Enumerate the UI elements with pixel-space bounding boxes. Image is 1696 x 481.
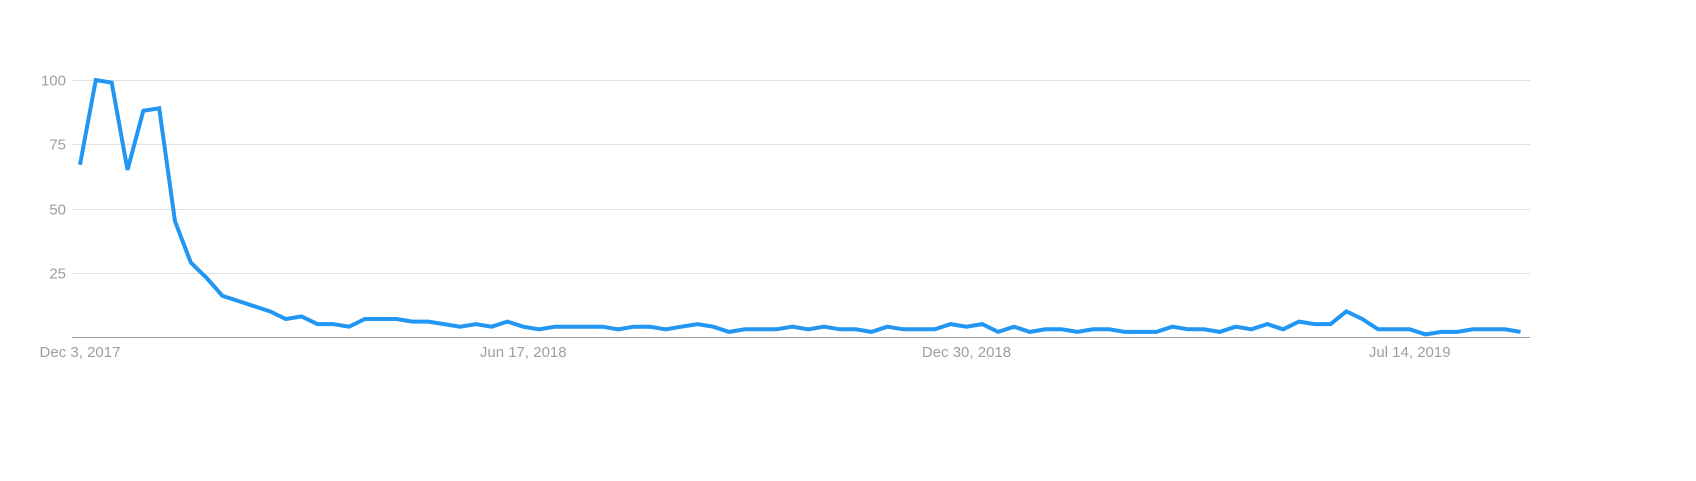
y-tick-label: 100: [41, 73, 66, 90]
grid-lines: [72, 80, 1530, 274]
y-axis-ticks: 100 75 50 25: [41, 73, 66, 283]
x-tick-label: Jul 14, 2019: [1369, 344, 1451, 361]
x-tick-label: Dec 30, 2018: [922, 344, 1011, 361]
y-tick-label: 50: [49, 202, 66, 219]
x-axis-ticks: Dec 3, 2017 Jun 17, 2018 Dec 30, 2018 Jul 1…: [40, 344, 1451, 361]
y-tick-label: 25: [49, 266, 66, 283]
x-tick-label: Jun 17, 2018: [480, 344, 567, 361]
data-points: [79, 79, 1521, 335]
x-tick-label: Dec 3, 2017: [40, 344, 121, 361]
series-line: [78, 77, 1521, 337]
y-tick-label: 75: [49, 137, 66, 154]
